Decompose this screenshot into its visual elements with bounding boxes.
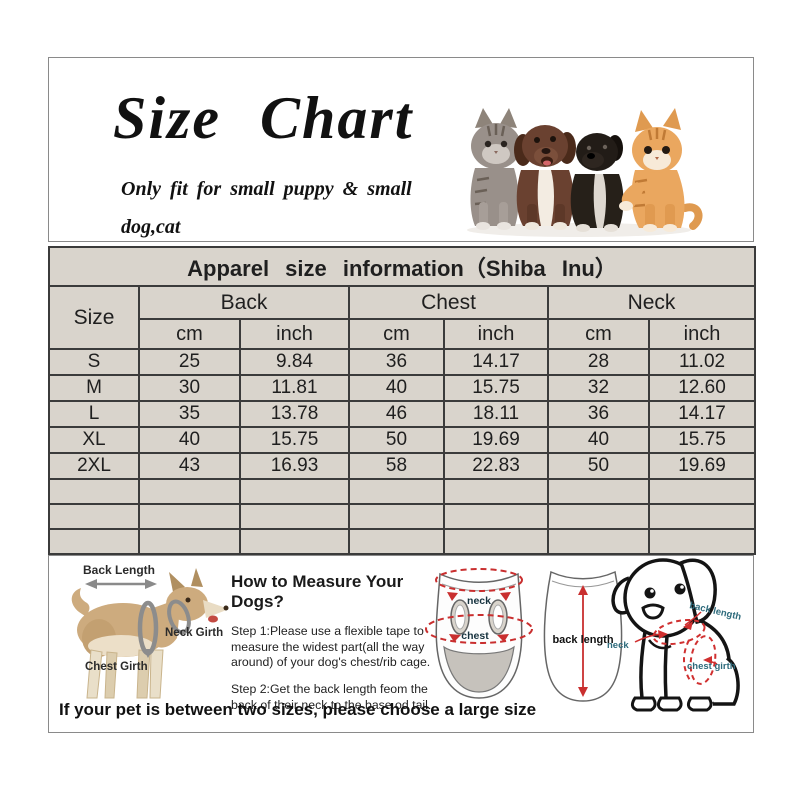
size-label: S bbox=[48, 348, 140, 376]
chest-cm-value: 50 bbox=[348, 426, 445, 454]
gray-kitten-illustration bbox=[470, 108, 521, 230]
black-puppy-illustration bbox=[570, 133, 624, 232]
table-row-l: L 35 13.78 46 18.11 36 14.17 bbox=[48, 400, 757, 428]
garment-measure-diagram: neck chest back length bbox=[425, 568, 623, 702]
table-row-2xl: 2XL 43 16.93 58 22.83 50 19.69 bbox=[48, 452, 757, 480]
howto-step1: Step 1:Please use a flexible tape to mea… bbox=[231, 624, 431, 670]
back-length-arrow bbox=[85, 579, 157, 589]
neck-inch-value: 15.75 bbox=[647, 426, 757, 454]
chest-inch-value: 19.69 bbox=[443, 426, 549, 454]
table-row-xl: XL 40 15.75 50 19.69 40 15.75 bbox=[48, 426, 757, 454]
neck-cm-value: 28 bbox=[547, 348, 650, 376]
chest-inch-value: 18.11 bbox=[443, 400, 549, 428]
unit-back-inch: inch bbox=[239, 318, 350, 350]
table-row-s: S 25 9.84 36 14.17 28 11.02 bbox=[48, 348, 757, 376]
puppy-illustration bbox=[611, 558, 740, 712]
neck-girth-label: Neck Girth bbox=[165, 627, 223, 639]
garment-chest-label: chest bbox=[461, 630, 489, 642]
chest-girth-label: Chest Girth bbox=[85, 661, 148, 673]
column-header-size: Size bbox=[48, 285, 140, 350]
neck-cm-value: 32 bbox=[547, 374, 650, 402]
table-unit-header-row: cm inch cm inch cm inch bbox=[49, 318, 757, 350]
back-cm-value: 43 bbox=[138, 452, 241, 480]
howto-step2: Step 2:Get the back length feom the back… bbox=[231, 682, 432, 712]
neck-inch-value: 12.60 bbox=[647, 374, 757, 402]
table-row-m: M 30 11.81 40 15.75 32 12.60 bbox=[48, 374, 757, 402]
unit-chest-cm: cm bbox=[348, 318, 445, 350]
chest-cm-value: 36 bbox=[348, 348, 445, 376]
chest-cm-value: 58 bbox=[348, 452, 445, 480]
size-label: 2XL bbox=[48, 452, 140, 480]
chest-inch-value: 14.17 bbox=[443, 348, 549, 376]
header-panel: Size Chart Only fit for small puppy & sm… bbox=[48, 57, 754, 242]
size-label: M bbox=[48, 374, 140, 402]
unit-neck-cm: cm bbox=[547, 318, 650, 350]
back-inch-value: 15.75 bbox=[239, 426, 350, 454]
howto-heading: How to Measure Your Dogs? bbox=[231, 572, 404, 611]
unit-neck-inch: inch bbox=[647, 318, 757, 350]
back-cm-value: 35 bbox=[138, 400, 241, 428]
table-empty-row bbox=[48, 528, 757, 555]
garment-neck-label: neck bbox=[467, 595, 491, 607]
table-caption-row: Apparel size information（Shiba Inu） bbox=[47, 246, 757, 287]
chest-cm-value: 40 bbox=[348, 374, 445, 402]
chest-cm-value: 46 bbox=[348, 400, 445, 428]
unit-chest-inch: inch bbox=[443, 318, 549, 350]
puppy-measure-arrows bbox=[634, 611, 718, 665]
column-header-chest: Chest bbox=[348, 285, 549, 320]
orange-kitten-illustration bbox=[619, 108, 703, 232]
puppy-chest-girth-label: chest girth bbox=[687, 661, 736, 672]
back-inch-value: 9.84 bbox=[239, 348, 350, 376]
table-group-header-row: Size Back Chest Neck bbox=[48, 285, 757, 350]
puppy-neck-label: neck bbox=[607, 640, 629, 651]
page-subtitle: Only fit for small puppy & small dog,cat bbox=[121, 170, 451, 246]
pets-photo bbox=[467, 108, 703, 237]
footer-note: If your pet is between two sizes, please… bbox=[59, 700, 537, 719]
howto-section: How to Measure Your Dogs? Step 1:Please … bbox=[231, 572, 455, 725]
back-cm-value: 30 bbox=[138, 374, 241, 402]
garment-front-view bbox=[425, 568, 533, 699]
puppy-measure-diagram: back length neck chest girth bbox=[607, 558, 742, 712]
neck-cm-value: 50 bbox=[547, 452, 650, 480]
back-cm-value: 40 bbox=[138, 426, 241, 454]
dog-measure-diagram: Back Length bbox=[71, 563, 229, 699]
neck-inch-value: 19.69 bbox=[647, 452, 757, 480]
back-cm-value: 25 bbox=[138, 348, 241, 376]
table-empty-row bbox=[48, 478, 757, 505]
subtitle-line2: dog,cat bbox=[121, 216, 181, 238]
size-table: Apparel size information（Shiba Inu） Size… bbox=[47, 246, 757, 555]
neck-inch-value: 14.17 bbox=[647, 400, 757, 428]
garment-back-length-label: back length bbox=[552, 634, 613, 646]
column-header-back: Back bbox=[138, 285, 350, 320]
brown-puppy-illustration bbox=[514, 125, 576, 230]
back-length-label: Back Length bbox=[83, 563, 155, 577]
garment-back-view bbox=[543, 570, 623, 702]
table-caption: Apparel size information（Shiba Inu） bbox=[47, 246, 757, 287]
back-inch-value: 11.81 bbox=[239, 374, 350, 402]
measure-panel: Back Length bbox=[48, 555, 754, 733]
unit-back-cm: cm bbox=[138, 318, 241, 350]
back-inch-value: 13.78 bbox=[239, 400, 350, 428]
size-label: L bbox=[48, 400, 140, 428]
back-inch-value: 16.93 bbox=[239, 452, 350, 480]
neck-cm-value: 36 bbox=[547, 400, 650, 428]
neck-cm-value: 40 bbox=[547, 426, 650, 454]
neck-inch-value: 11.02 bbox=[647, 348, 757, 376]
chest-inch-value: 15.75 bbox=[443, 374, 549, 402]
dog-illustration bbox=[71, 568, 229, 699]
page-title: Size Chart bbox=[113, 85, 414, 151]
size-label: XL bbox=[48, 426, 140, 454]
chest-inch-value: 22.83 bbox=[443, 452, 549, 480]
column-header-neck: Neck bbox=[546, 285, 757, 320]
puppy-measure-guides bbox=[652, 618, 717, 685]
table-empty-row bbox=[48, 503, 757, 530]
subtitle-line1: Only fit for small puppy & small bbox=[121, 178, 412, 200]
